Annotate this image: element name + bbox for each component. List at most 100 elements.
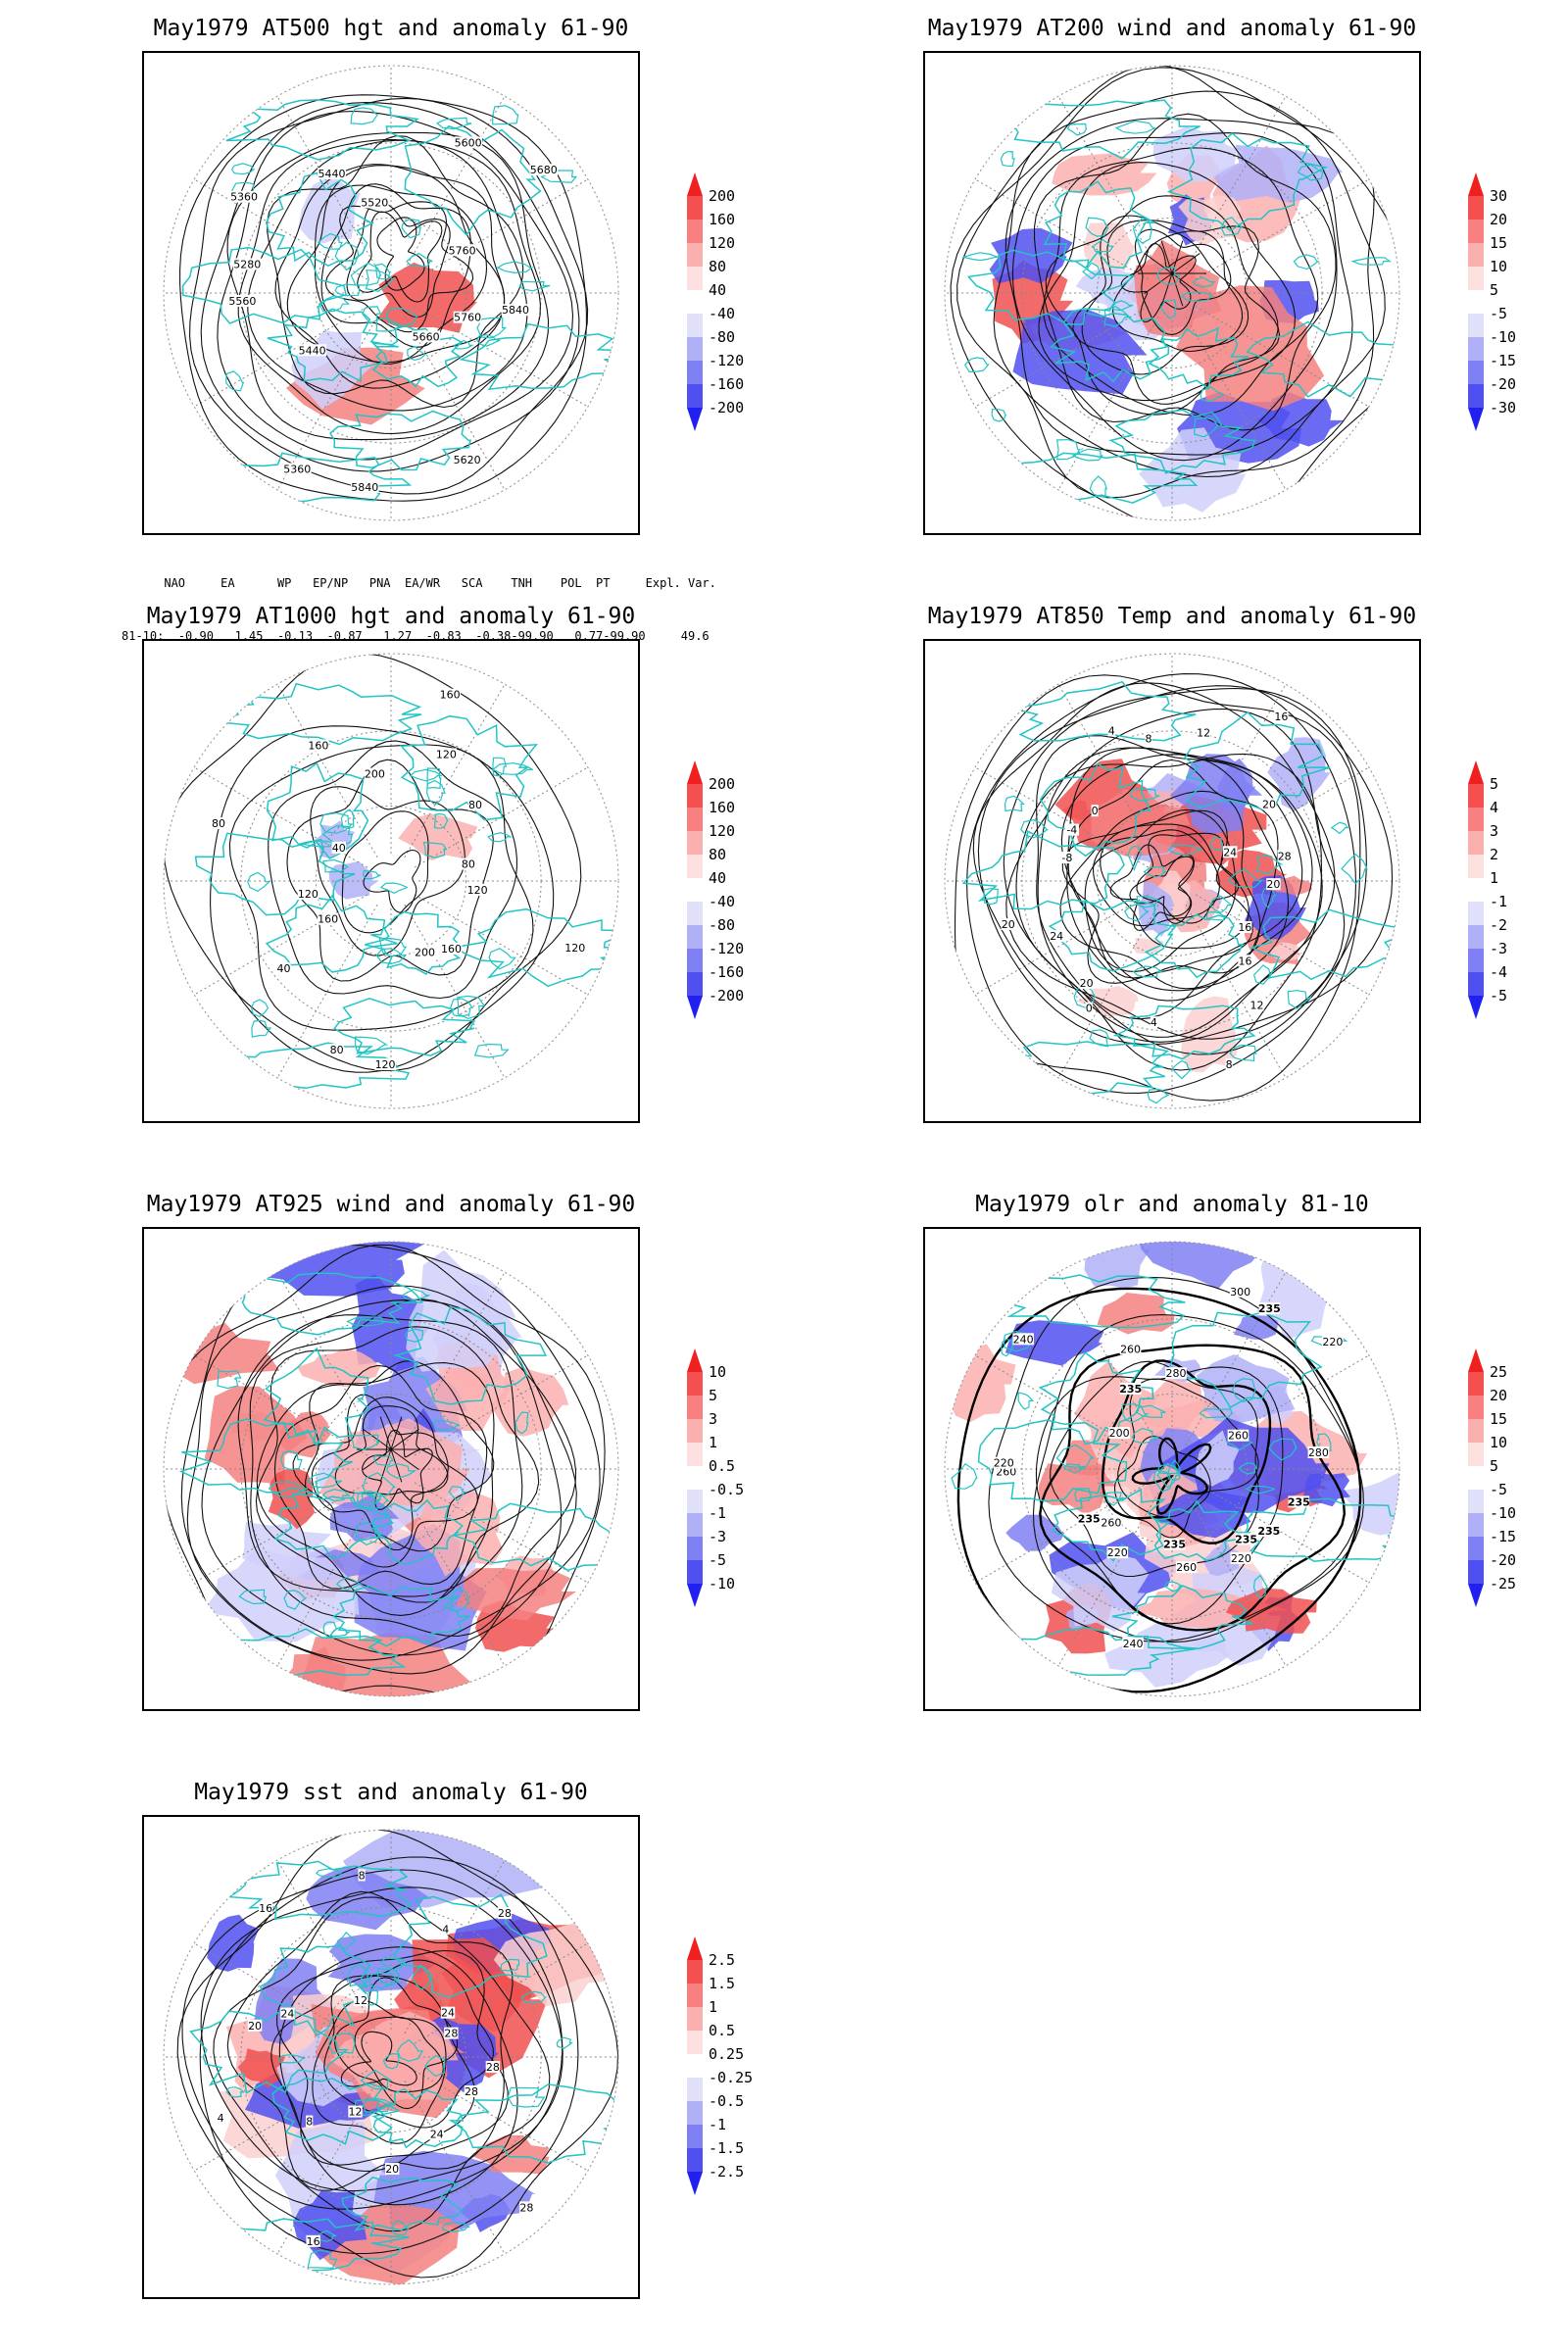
- contour-label: 5600: [455, 136, 482, 149]
- colorbar-swatch: [687, 290, 703, 314]
- negative-anomaly: [1160, 1417, 1330, 1513]
- island-coastline: [1163, 1581, 1185, 1592]
- contour-label-bg: [1079, 977, 1094, 990]
- contour-label: 16: [1238, 955, 1251, 967]
- contour-label-bg: [497, 1907, 513, 1920]
- colorbar-tick-label: 0.25: [709, 2045, 745, 2063]
- negative-anomaly: [1340, 1471, 1399, 1536]
- island-coastline: [507, 2086, 546, 2108]
- contour-line: [1003, 687, 1367, 1055]
- contour-label: 16: [1238, 921, 1251, 934]
- colorbar-tick-label: -0.25: [709, 2069, 754, 2086]
- island-coastline: [251, 1019, 272, 1038]
- colorbar-tick-label: 20: [1490, 211, 1508, 228]
- island-coastline: [225, 2086, 245, 2098]
- coastline: [178, 1418, 353, 1496]
- coastline: [225, 99, 419, 161]
- island-coastline: [1074, 1488, 1093, 1502]
- coastline: [1243, 1497, 1399, 1562]
- colorbar-tick-label: 15: [1490, 234, 1508, 252]
- colorbar-tick-label: 1: [709, 1998, 718, 2016]
- meridian-line: [1057, 904, 1159, 1079]
- contour-label: 160: [441, 943, 462, 956]
- meridian-line: [974, 894, 1150, 996]
- meridian-line: [1185, 1271, 1287, 1446]
- contour-label: 5680: [530, 164, 558, 176]
- streamline: [273, 1364, 488, 1590]
- colorbar-swatch: [1468, 855, 1484, 878]
- contour-label-bg: [1091, 805, 1099, 817]
- map-disc: 2352352202602352402202602352602202002402…: [945, 1242, 1399, 1696]
- contour-label: 235: [1235, 1533, 1257, 1545]
- island-coastline: [250, 999, 270, 1017]
- colorbar-tick-label: 2: [1490, 846, 1499, 863]
- contour-label-bg: [1119, 1343, 1142, 1355]
- colorbar-swatch: [687, 2007, 703, 2031]
- contour-label-bg: [1107, 724, 1115, 737]
- contour-label-bg: [329, 1044, 344, 1056]
- island-coastline: [442, 2222, 470, 2232]
- colorbar-tick-label: -3: [1490, 940, 1508, 957]
- colorbar-tick-label: 160: [709, 799, 736, 816]
- contour-label: 260: [1101, 1516, 1121, 1529]
- colorbar-tick-label: 5: [1490, 775, 1499, 793]
- island-coastline: [340, 809, 355, 830]
- colorbar-swatch: [687, 361, 703, 384]
- meridian-line: [1057, 683, 1159, 858]
- contour-label-bg: [564, 941, 586, 954]
- island-coastline: [1252, 964, 1272, 985]
- contour-label-bg: [1163, 1538, 1186, 1550]
- colorbar-tick-label: -1: [709, 1504, 727, 1522]
- coastline: [226, 1860, 414, 1921]
- island-coastline: [1297, 164, 1324, 181]
- contour-line: [1032, 1314, 1364, 1643]
- contour-label: -4: [1066, 824, 1077, 837]
- colorbar-swatch: [687, 2078, 703, 2101]
- island-coastline: [360, 2069, 394, 2090]
- colorbar-arrow-bottom: [1468, 996, 1484, 1019]
- contour-label: 235: [1078, 1513, 1101, 1526]
- contour-line: [363, 849, 421, 913]
- meridian-line: [1185, 904, 1287, 1079]
- island-coastline: [433, 1419, 461, 1431]
- streamline: [1171, 272, 1184, 307]
- island-coastline: [1127, 845, 1143, 872]
- island-coastline: [385, 307, 419, 328]
- meridian-line: [276, 2080, 378, 2255]
- colorbar-tick-label: -200: [709, 987, 745, 1004]
- colorbar-tick-label: 1: [709, 1434, 718, 1451]
- contour-label-bg: [229, 190, 259, 203]
- panel-title: May1979 AT200 wind and anomaly 61-90: [927, 16, 1417, 41]
- island-coastline: [435, 117, 472, 130]
- island-coastline: [354, 2099, 386, 2117]
- contour-label: 300: [1230, 1286, 1250, 1298]
- meridian-line: [1195, 766, 1370, 868]
- meridian-line: [1195, 178, 1370, 280]
- colorbar-swatch: [687, 878, 703, 902]
- contour-label-bg: [360, 196, 389, 209]
- colorbar-swatch: [687, 314, 703, 337]
- island-coastline: [375, 317, 404, 332]
- streamline: [292, 1396, 478, 1568]
- island-coastline: [1105, 1492, 1126, 1506]
- colorbar-tick-label: -160: [709, 375, 745, 393]
- contour-line: [268, 740, 517, 1000]
- colorbar-swatch: [687, 1372, 703, 1396]
- colorbar-tick-label: -5: [1490, 1481, 1508, 1498]
- colorbar-arrow-bottom: [687, 1584, 703, 1607]
- streamline: [334, 1405, 449, 1495]
- coastline: [266, 761, 369, 860]
- colorbar-tick-label: -5: [1490, 305, 1508, 322]
- contour-label: 4: [1151, 1016, 1157, 1029]
- island-coastline: [373, 1454, 395, 1466]
- colorbar-swatch: [687, 1396, 703, 1419]
- map-boundary: [163, 1829, 619, 2285]
- colorbar: 200 160 120 80 40 -40 -80 -120 -160 -200: [683, 172, 761, 447]
- panel-title: May1979 AT850 Temp and anomaly 61-90: [927, 604, 1417, 629]
- contour-label-bg: [348, 2105, 363, 2118]
- contour-label-bg: [414, 946, 436, 958]
- streamline: [1171, 253, 1200, 274]
- colorbar-swatch: [1468, 878, 1484, 902]
- colorbar-swatch: [1468, 290, 1484, 314]
- positive-anomaly: [1091, 789, 1191, 857]
